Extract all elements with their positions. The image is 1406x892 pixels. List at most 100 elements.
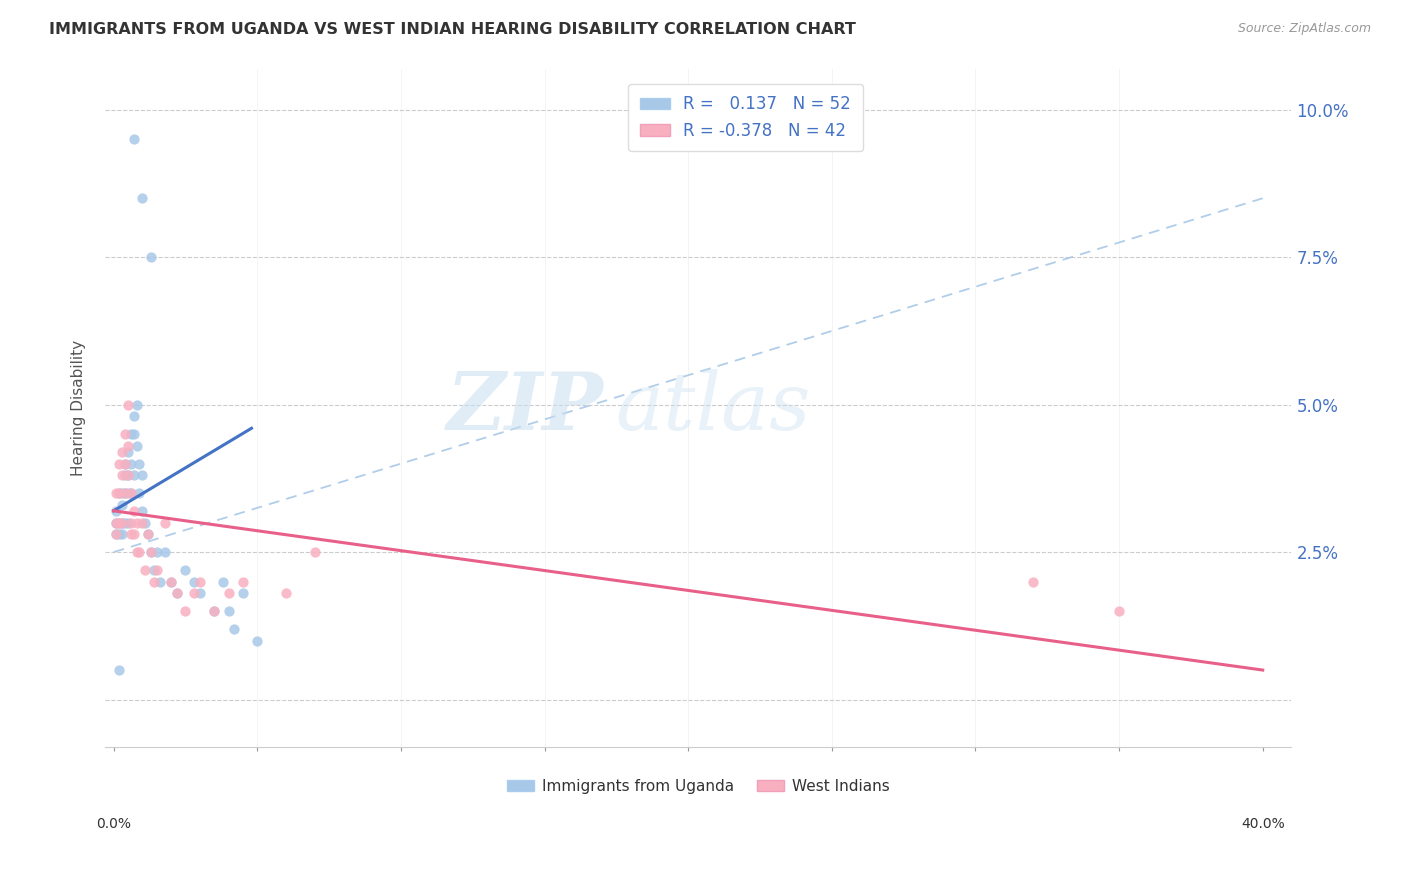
Point — [108, 457, 131, 471]
Point — [122, 427, 145, 442]
Point — [139, 545, 162, 559]
Point — [136, 527, 159, 541]
Point — [117, 445, 139, 459]
Point — [120, 527, 142, 541]
Point — [117, 439, 139, 453]
Point — [117, 398, 139, 412]
Point — [114, 468, 136, 483]
Point — [142, 574, 165, 589]
Point — [304, 545, 326, 559]
Point — [211, 574, 233, 589]
Point — [117, 516, 139, 530]
Text: 0.0%: 0.0% — [96, 817, 131, 831]
Point — [139, 545, 162, 559]
Y-axis label: Hearing Disability: Hearing Disability — [72, 340, 86, 475]
Point — [111, 468, 134, 483]
Point — [114, 486, 136, 500]
Point — [105, 504, 128, 518]
Point — [232, 574, 254, 589]
Point — [188, 574, 211, 589]
Point — [125, 439, 148, 453]
Point — [122, 504, 145, 518]
Point — [111, 516, 134, 530]
Point — [166, 586, 188, 600]
Point — [131, 516, 153, 530]
Point — [160, 574, 183, 589]
Point — [136, 527, 159, 541]
Point — [174, 563, 197, 577]
Point — [160, 574, 183, 589]
Point — [183, 574, 205, 589]
Point — [145, 545, 167, 559]
Text: 40.0%: 40.0% — [1241, 817, 1285, 831]
Point — [105, 516, 128, 530]
Point — [125, 398, 148, 412]
Point — [114, 427, 136, 442]
Point — [111, 498, 134, 512]
Point — [202, 604, 225, 618]
Point — [117, 468, 139, 483]
Point — [105, 486, 128, 500]
Point — [108, 527, 131, 541]
Point — [114, 457, 136, 471]
Text: IMMIGRANTS FROM UGANDA VS WEST INDIAN HEARING DISABILITY CORRELATION CHART: IMMIGRANTS FROM UGANDA VS WEST INDIAN HE… — [49, 22, 856, 37]
Text: Source: ZipAtlas.com: Source: ZipAtlas.com — [1237, 22, 1371, 36]
Point — [131, 504, 153, 518]
Point — [108, 486, 131, 500]
Point — [108, 516, 131, 530]
Point — [111, 445, 134, 459]
Point — [155, 545, 177, 559]
Point — [232, 586, 254, 600]
Point — [128, 545, 150, 559]
Point — [125, 516, 148, 530]
Point — [131, 468, 153, 483]
Point — [218, 604, 240, 618]
Point — [155, 516, 177, 530]
Point — [114, 457, 136, 471]
Point — [224, 622, 246, 636]
Point — [139, 250, 162, 264]
Text: ZIP: ZIP — [447, 369, 603, 446]
Point — [134, 516, 156, 530]
Legend: Immigrants from Uganda, West Indians: Immigrants from Uganda, West Indians — [501, 772, 896, 800]
Point — [174, 604, 197, 618]
Point — [218, 586, 240, 600]
Point — [111, 516, 134, 530]
Point — [131, 191, 153, 205]
Point — [105, 527, 128, 541]
Point — [166, 586, 188, 600]
Point — [1108, 604, 1130, 618]
Point — [125, 545, 148, 559]
Point — [122, 132, 145, 146]
Point — [111, 527, 134, 541]
Point — [120, 516, 142, 530]
Point — [128, 486, 150, 500]
Point — [274, 586, 297, 600]
Point — [148, 574, 170, 589]
Point — [122, 468, 145, 483]
Point — [108, 516, 131, 530]
Point — [128, 457, 150, 471]
Point — [114, 516, 136, 530]
Point — [122, 409, 145, 424]
Point — [246, 633, 269, 648]
Point — [1022, 574, 1045, 589]
Point — [117, 468, 139, 483]
Point — [108, 486, 131, 500]
Point — [134, 563, 156, 577]
Point — [105, 516, 128, 530]
Point — [120, 427, 142, 442]
Point — [122, 527, 145, 541]
Point — [105, 527, 128, 541]
Point — [117, 486, 139, 500]
Text: atlas: atlas — [616, 369, 810, 446]
Point — [202, 604, 225, 618]
Point — [183, 586, 205, 600]
Point — [120, 486, 142, 500]
Point — [108, 663, 131, 677]
Point — [145, 563, 167, 577]
Point — [111, 486, 134, 500]
Point — [120, 486, 142, 500]
Point — [120, 457, 142, 471]
Point — [188, 586, 211, 600]
